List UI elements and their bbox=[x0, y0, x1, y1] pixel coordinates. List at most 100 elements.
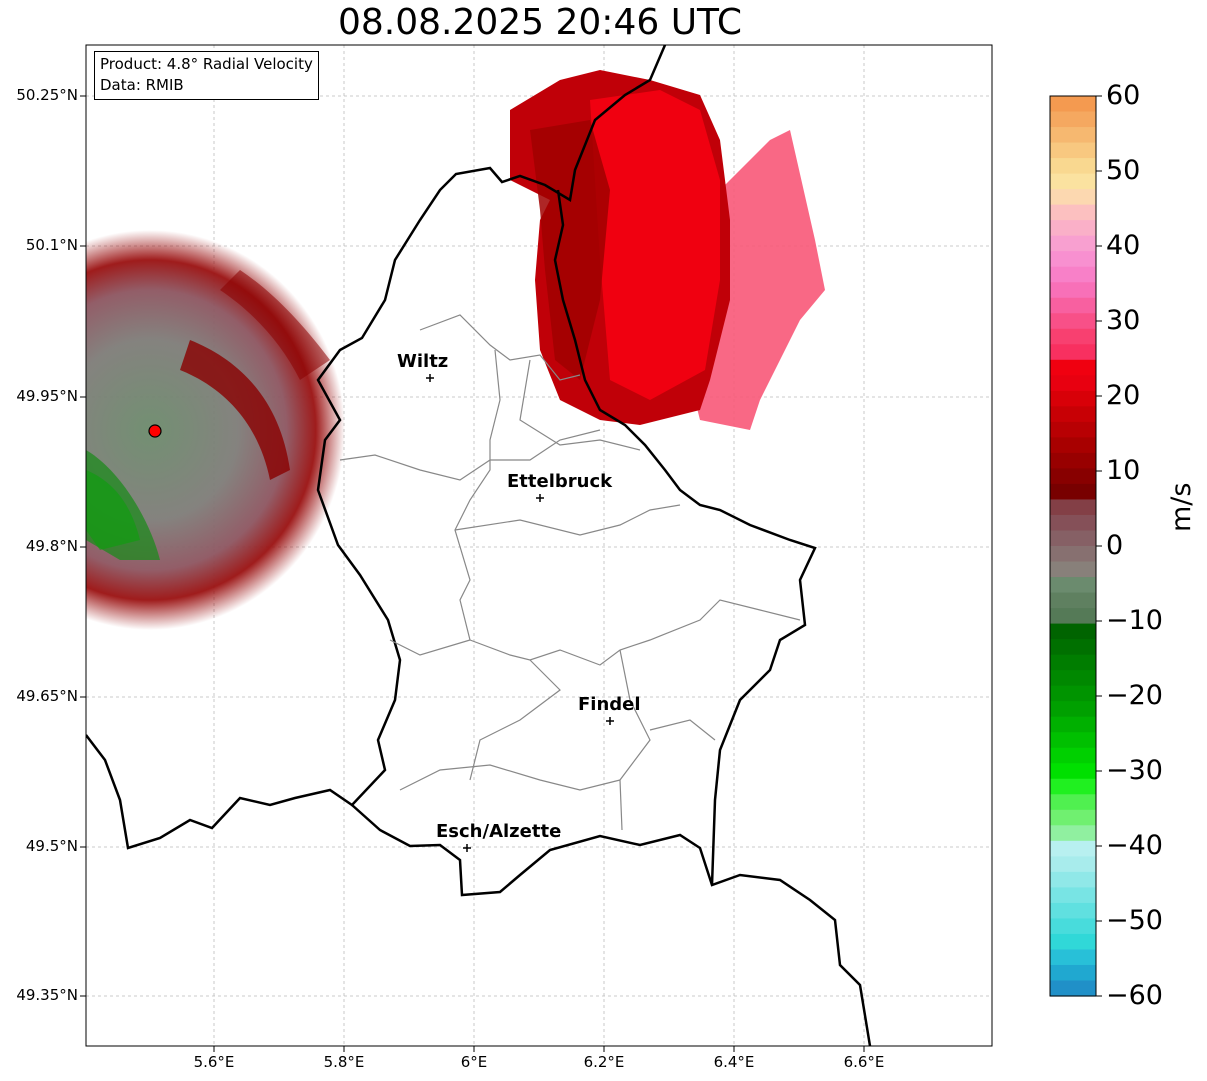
radar-site-marker bbox=[148, 424, 162, 438]
colorbar-tick-label: −20 bbox=[1106, 680, 1163, 711]
colorbar-tick-label: 60 bbox=[1106, 80, 1141, 111]
colorbar-segment bbox=[1050, 359, 1096, 376]
colorbar-segment bbox=[1050, 747, 1096, 764]
colorbar-segment bbox=[1050, 608, 1096, 625]
radar-echo-northeast bbox=[510, 70, 825, 430]
colorbar-segment bbox=[1050, 390, 1096, 407]
colorbar-segment bbox=[1050, 328, 1096, 345]
colorbar bbox=[1050, 96, 1096, 997]
colorbar-segment bbox=[1050, 964, 1096, 982]
colorbar-segment bbox=[1050, 111, 1096, 128]
colorbar-segment bbox=[1050, 918, 1096, 935]
colorbar-segment bbox=[1050, 189, 1096, 206]
colorbar-segment bbox=[1050, 546, 1096, 563]
colorbar-tick-label: 50 bbox=[1106, 155, 1141, 186]
lon-label: 6.2°E bbox=[583, 1053, 625, 1071]
colorbar-tick-label: −40 bbox=[1106, 830, 1163, 861]
colorbar-tick-label: −30 bbox=[1106, 755, 1163, 786]
colorbar-segment bbox=[1050, 468, 1096, 485]
colorbar-segment bbox=[1050, 561, 1096, 578]
colorbar-segment bbox=[1050, 809, 1096, 826]
colorbar-segment bbox=[1050, 794, 1096, 811]
colorbar-segment bbox=[1050, 778, 1096, 795]
radar-echo-west bbox=[86, 230, 345, 630]
colorbar-tick-label: −50 bbox=[1106, 905, 1163, 936]
colorbar-segment bbox=[1050, 902, 1096, 920]
colorbar-segment bbox=[1050, 732, 1096, 749]
colorbar-segment bbox=[1050, 483, 1096, 501]
lat-label: 50.1°N bbox=[25, 236, 78, 254]
city-label-ettelbruck: Ettelbruck bbox=[507, 471, 613, 492]
colorbar-segment bbox=[1050, 297, 1096, 314]
city-markers bbox=[426, 374, 614, 852]
lon-label: 5.6°E bbox=[193, 1053, 235, 1071]
colorbar-segment bbox=[1050, 840, 1096, 857]
lat-label: 49.95°N bbox=[16, 387, 78, 405]
colorbar-tick-label: −10 bbox=[1106, 605, 1163, 636]
colorbar-segment bbox=[1050, 825, 1096, 842]
colorbar-segment bbox=[1050, 654, 1096, 671]
colorbar-segment bbox=[1050, 701, 1096, 718]
colorbar-segment bbox=[1050, 142, 1096, 159]
colorbar-segment bbox=[1050, 623, 1096, 640]
lon-label: 5.8°E bbox=[323, 1053, 365, 1071]
river-border-east bbox=[553, 189, 817, 886]
map-title: 08.08.2025 20:46 UTC bbox=[337, 2, 743, 43]
lat-label: 50.25°N bbox=[16, 86, 78, 104]
colorbar-unit-label: m/s bbox=[1166, 482, 1197, 532]
colorbar-segment bbox=[1050, 220, 1096, 237]
colorbar-segment bbox=[1050, 251, 1096, 268]
country-border bbox=[86, 45, 667, 850]
city-label-esch-alzette: Esch/Alzette bbox=[436, 821, 562, 842]
colorbar-segment bbox=[1050, 437, 1096, 454]
colorbar-segment bbox=[1050, 577, 1096, 594]
colorbar-segment bbox=[1050, 266, 1096, 283]
country-border-south bbox=[351, 804, 872, 1046]
colorbar-segment bbox=[1050, 933, 1096, 951]
internal-boundaries bbox=[339, 314, 801, 831]
colorbar-segment bbox=[1050, 421, 1096, 438]
colorbar-segment bbox=[1050, 685, 1096, 702]
colorbar-segment bbox=[1050, 530, 1096, 547]
colorbar-tick-label: −60 bbox=[1106, 980, 1163, 1011]
city-label-findel: Findel bbox=[578, 694, 641, 715]
colorbar-segment bbox=[1050, 127, 1096, 144]
colorbar-segment bbox=[1050, 158, 1096, 175]
colorbar-segment bbox=[1050, 173, 1096, 190]
product-info-box: Product: 4.8° Radial Velocity Data: RMIB bbox=[94, 51, 319, 100]
colorbar-segment bbox=[1050, 235, 1096, 252]
colorbar-segment bbox=[1050, 592, 1096, 609]
lat-label: 49.35°N bbox=[16, 986, 78, 1004]
lon-label: 6°E bbox=[460, 1053, 488, 1071]
colorbar-segment bbox=[1050, 980, 1096, 997]
data-source-label: Data: RMIB bbox=[100, 76, 184, 94]
colorbar-segment bbox=[1050, 282, 1096, 299]
colorbar-segment bbox=[1050, 887, 1096, 904]
colorbar-segment bbox=[1050, 514, 1096, 532]
map-gridlines bbox=[86, 45, 992, 1046]
colorbar-segment bbox=[1050, 763, 1096, 780]
colorbar-segment bbox=[1050, 670, 1096, 687]
colorbar-segment bbox=[1050, 375, 1096, 392]
axis-ticks bbox=[80, 95, 865, 1052]
lat-label: 49.5°N bbox=[25, 837, 78, 855]
colorbar-segment bbox=[1050, 639, 1096, 656]
colorbar-tick-label: 10 bbox=[1106, 455, 1141, 486]
colorbar-segment bbox=[1050, 406, 1096, 423]
colorbar-segment bbox=[1050, 313, 1096, 330]
map-frame bbox=[85, 44, 993, 1047]
colorbar-segment bbox=[1050, 499, 1096, 516]
lon-label: 6.6°E bbox=[843, 1053, 885, 1071]
product-label: Product: 4.8° Radial Velocity bbox=[100, 55, 313, 73]
lat-label: 49.8°N bbox=[25, 537, 78, 555]
colorbar-segment bbox=[1050, 871, 1096, 888]
colorbar-segment bbox=[1050, 949, 1096, 966]
colorbar-segment bbox=[1050, 856, 1096, 873]
lat-label: 49.65°N bbox=[16, 687, 78, 705]
colorbar-tick-label: 20 bbox=[1106, 380, 1141, 411]
colorbar-tick-label: 30 bbox=[1106, 305, 1141, 336]
colorbar-tick-label: 40 bbox=[1106, 230, 1141, 261]
colorbar-segment bbox=[1050, 344, 1096, 361]
colorbar-segment bbox=[1050, 204, 1096, 221]
